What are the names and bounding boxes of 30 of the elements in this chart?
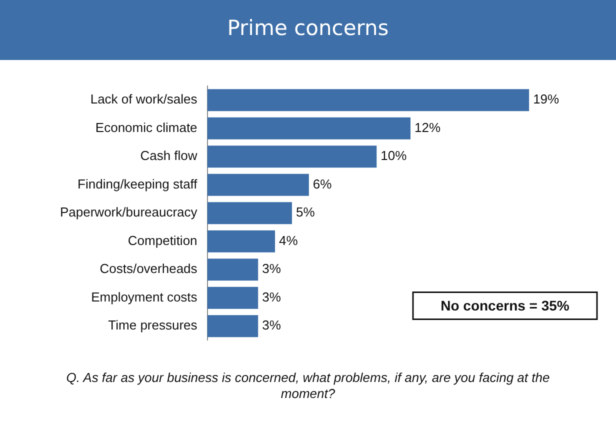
bar: [207, 89, 530, 112]
bar: [207, 117, 411, 140]
chart-title: Prime concerns: [0, 0, 616, 60]
data-label: 6%: [312, 176, 332, 192]
y-tick-label: Economic climate: [95, 120, 198, 135]
data-label: 5%: [296, 204, 316, 220]
bar: [207, 258, 258, 281]
y-tick-label: Time pressures: [108, 318, 198, 333]
y-tick-label: Finding/keeping staff: [78, 176, 198, 192]
bar: [207, 286, 258, 309]
annotation: No concerns = 35%: [440, 298, 570, 314]
data-label: 19%: [533, 92, 560, 107]
data-label: 12%: [414, 120, 441, 135]
data-label: 3%: [262, 261, 282, 276]
data-label: 4%: [279, 232, 298, 248]
bar: [207, 146, 377, 168]
bar: [207, 202, 292, 224]
y-tick-label: Costs/overheads: [100, 261, 198, 276]
y-tick-label: Lack of work/sales: [90, 92, 198, 107]
text: Q. As far as your business is concerned, what problems, if any, are you facing at the moment?: [65, 370, 551, 402]
bar: [207, 315, 258, 338]
y-tick-label: Competition: [128, 232, 198, 248]
y-tick-label: Paperwork/bureaucracy: [60, 204, 198, 220]
y-tick-label: Employment costs: [91, 289, 198, 304]
y-tick-label: Cash flow: [140, 148, 198, 164]
bar: [207, 174, 309, 196]
bar: [207, 230, 276, 252]
data-label: 10%: [380, 148, 408, 164]
data-label: 3%: [262, 318, 282, 333]
data-label: 3%: [262, 289, 282, 304]
